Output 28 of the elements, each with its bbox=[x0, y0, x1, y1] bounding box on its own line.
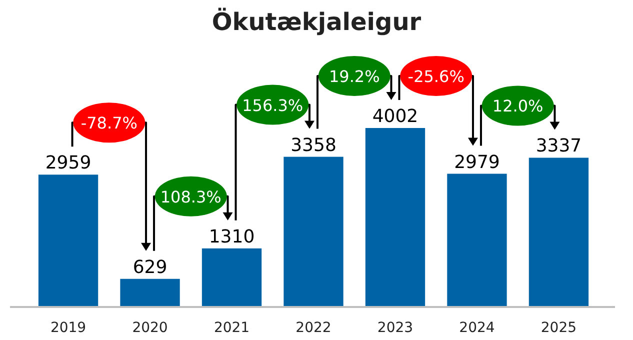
data-label: 629 bbox=[132, 256, 168, 278]
x-tick-label: 2021 bbox=[214, 320, 250, 336]
bar bbox=[120, 278, 180, 307]
text: -25.6% bbox=[408, 67, 464, 86]
data-label: 3358 bbox=[290, 134, 336, 156]
annotation: -78.7% bbox=[80, 114, 138, 133]
text: 12.0% bbox=[492, 96, 544, 116]
bar bbox=[38, 174, 98, 307]
data-label: 2959 bbox=[45, 152, 92, 174]
x-tick-label: 2022 bbox=[296, 320, 332, 336]
x-tick-label: 2024 bbox=[459, 320, 495, 336]
annotation: 108.3% bbox=[160, 187, 222, 206]
x-tick-label: 2019 bbox=[50, 320, 86, 336]
bar bbox=[528, 158, 589, 307]
x-tick-label: 2023 bbox=[377, 320, 414, 336]
data-label: 3337 bbox=[536, 136, 582, 157]
data-label: 4002 bbox=[372, 106, 418, 127]
text: 19.2% bbox=[328, 67, 380, 86]
x-tick-label: 2020 bbox=[132, 320, 168, 336]
text: 156.3% bbox=[242, 96, 304, 115]
bar bbox=[447, 174, 507, 307]
x-tick-label: 2025 bbox=[540, 320, 577, 336]
chart-title: Ökutækjaleigur bbox=[212, 7, 422, 36]
data-label: 1310 bbox=[208, 226, 255, 248]
data-label: 2979 bbox=[454, 152, 500, 173]
bar bbox=[202, 248, 262, 307]
bar bbox=[284, 156, 344, 307]
bar bbox=[365, 128, 426, 307]
